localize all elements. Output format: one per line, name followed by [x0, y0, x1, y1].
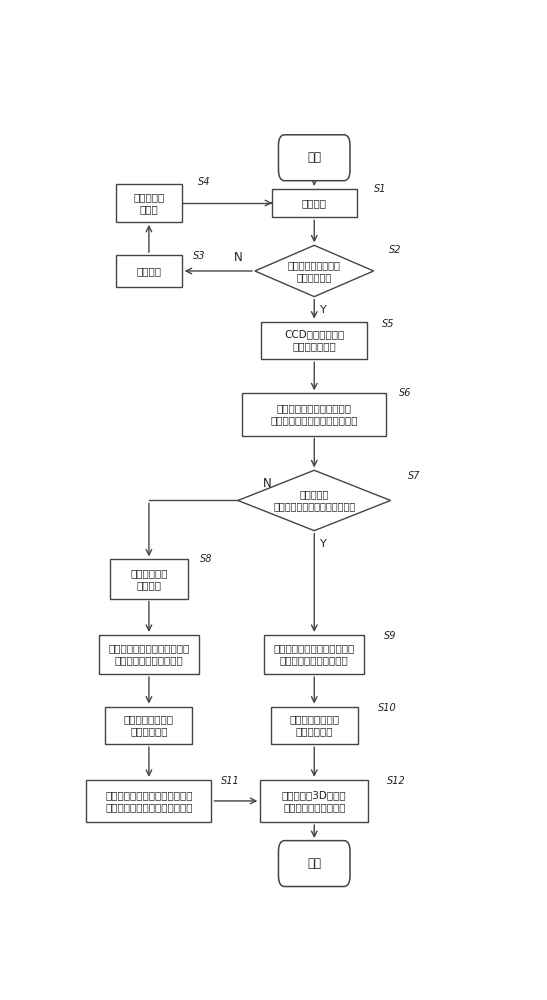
Text: 调整工件摆
放位置: 调整工件摆 放位置: [133, 192, 165, 214]
Text: S1: S1: [374, 184, 386, 194]
Text: N: N: [234, 251, 242, 264]
Polygon shape: [255, 245, 374, 297]
Text: S3: S3: [194, 251, 206, 261]
Text: S4: S4: [197, 177, 210, 187]
Bar: [86, 780, 212, 822]
Bar: [261, 322, 367, 359]
Text: 单组激光扫
描仪扫描区域能否覆盖整个工件: 单组激光扫 描仪扫描区域能否覆盖整个工件: [273, 490, 356, 511]
Bar: [106, 707, 193, 744]
Bar: [272, 189, 357, 217]
Bar: [264, 635, 364, 674]
Bar: [110, 559, 188, 599]
Text: Y: Y: [320, 305, 327, 315]
Text: 系统待机: 系统待机: [136, 266, 161, 276]
Text: S7: S7: [408, 471, 420, 481]
Polygon shape: [238, 470, 391, 531]
Text: 根据最小外接矩形各个顶点坐
标调整激光扫描仪的位置: 根据最小外接矩形各个顶点坐 标调整激光扫描仪的位置: [274, 644, 355, 665]
Text: S8: S8: [200, 554, 212, 564]
Text: 开始: 开始: [307, 151, 321, 164]
Text: 根据最小外接矩形各个顶点坐
标调整激光扫描仪的位置: 根据最小外接矩形各个顶点坐 标调整激光扫描仪的位置: [108, 644, 190, 665]
FancyBboxPatch shape: [278, 135, 350, 181]
Text: 结束: 结束: [307, 857, 321, 870]
Text: S2: S2: [388, 245, 401, 255]
FancyBboxPatch shape: [278, 841, 350, 887]
Text: S10: S10: [378, 703, 397, 713]
Bar: [242, 393, 386, 436]
Text: S12: S12: [387, 776, 406, 786]
Bar: [99, 635, 199, 674]
Text: 启动系统: 启动系统: [302, 198, 327, 208]
Text: 工件是否进入指定的
相机拍摄区域: 工件是否进入指定的 相机拍摄区域: [288, 260, 341, 282]
Text: 调用终端处理模块进行图像
处理，计算工件的最小外接矩形: 调用终端处理模块进行图像 处理，计算工件的最小外接矩形: [271, 404, 358, 425]
Text: S11: S11: [221, 776, 240, 786]
Bar: [116, 184, 182, 222]
Text: 调用第二组激
光扫描仪: 调用第二组激 光扫描仪: [130, 568, 168, 590]
Text: 扫描工件获取工件
表面图像信息: 扫描工件获取工件 表面图像信息: [124, 715, 174, 736]
Text: CCD相机采集工件
图像并送入终端: CCD相机采集工件 图像并送入终端: [284, 330, 345, 351]
Text: S6: S6: [399, 388, 411, 398]
Bar: [116, 255, 182, 287]
Bar: [260, 780, 368, 822]
Text: S5: S5: [382, 319, 394, 329]
Text: 生成完整的3D全局扫
描图像，得到工件厚度: 生成完整的3D全局扫 描图像，得到工件厚度: [282, 790, 347, 812]
Text: 调用图像拼接模块对两组激光扫
描仪采集到的图像数据进行拼接: 调用图像拼接模块对两组激光扫 描仪采集到的图像数据进行拼接: [105, 790, 193, 812]
Text: 扫描工件获取工件
表面图像信息: 扫描工件获取工件 表面图像信息: [289, 715, 339, 736]
Text: N: N: [263, 477, 272, 490]
Text: S9: S9: [384, 631, 397, 641]
Bar: [271, 707, 358, 744]
Text: Y: Y: [320, 539, 327, 549]
